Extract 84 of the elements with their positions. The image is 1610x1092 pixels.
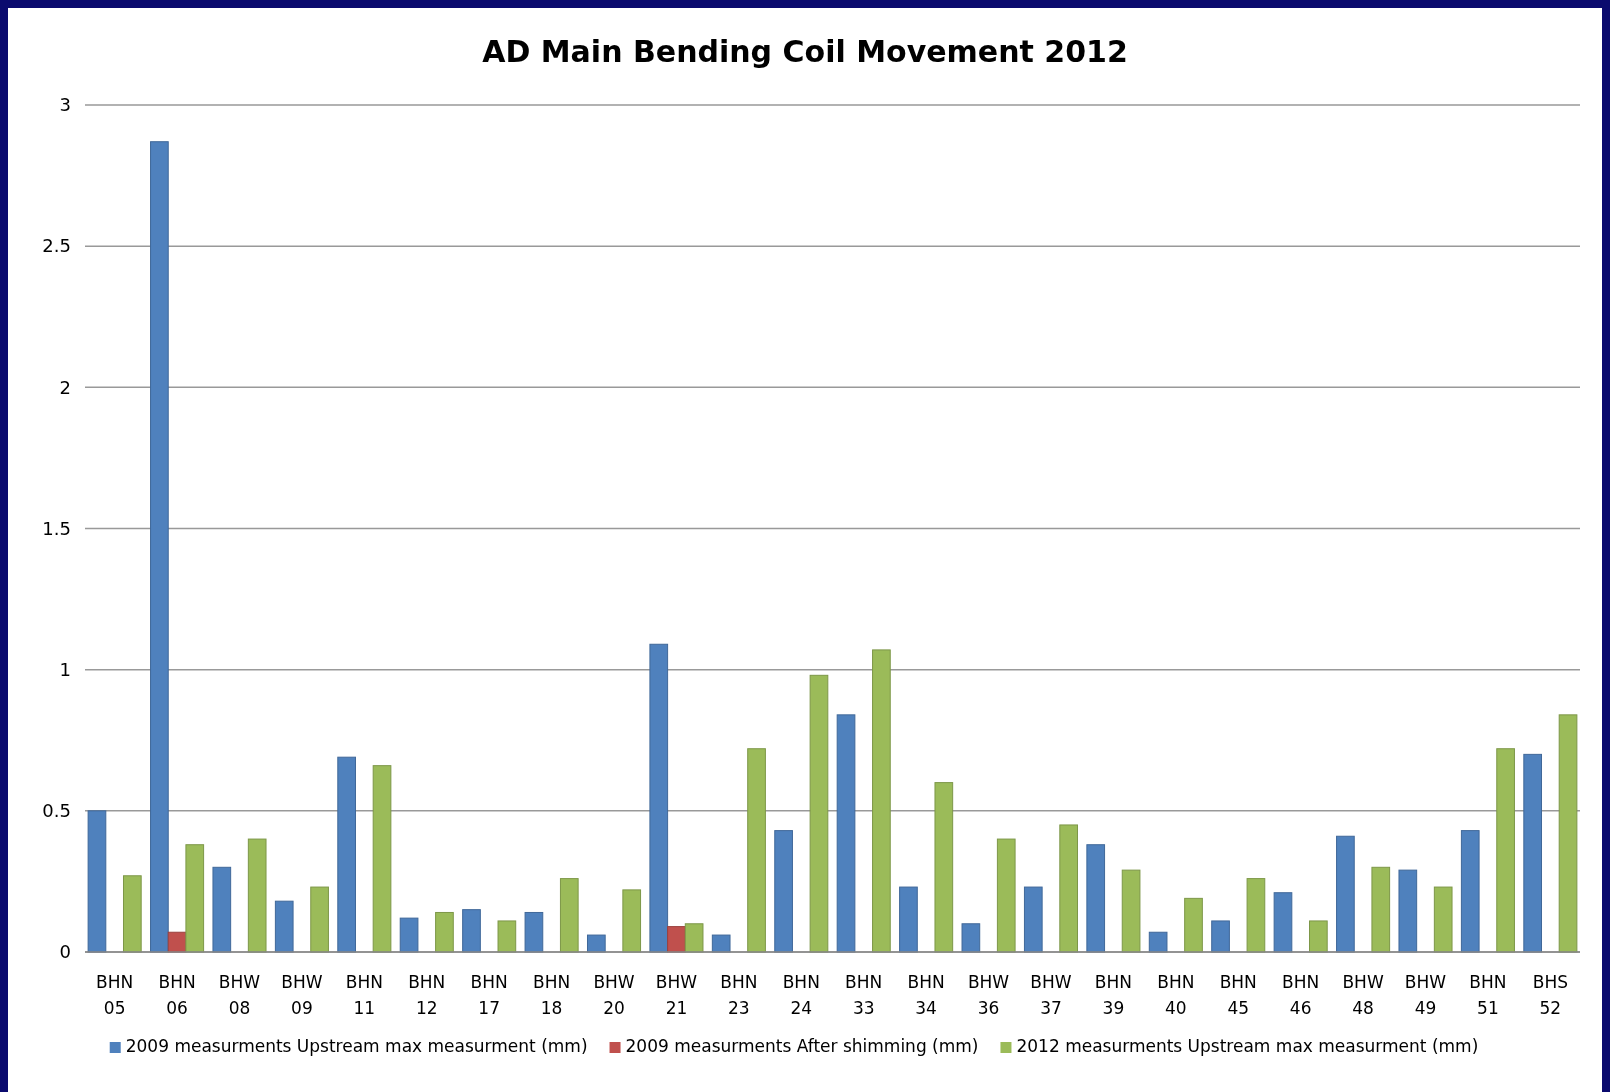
x-tick-label: BHN 24 xyxy=(782,972,820,1018)
bar xyxy=(1309,920,1328,953)
bar xyxy=(1246,878,1266,953)
y-tick-label: 1 xyxy=(59,658,71,680)
bar xyxy=(809,674,829,953)
bar xyxy=(122,875,142,953)
bar xyxy=(462,909,481,953)
bar xyxy=(1023,886,1043,953)
bar xyxy=(1273,892,1293,953)
bar xyxy=(1121,869,1141,953)
y-tick-label: 2.5 xyxy=(42,235,71,257)
y-tick-label: 0.5 xyxy=(42,800,71,822)
x-tick-label: BHN 06 xyxy=(158,972,196,1018)
bar xyxy=(934,782,954,953)
bar xyxy=(497,920,517,953)
bar xyxy=(996,838,1016,953)
bar xyxy=(649,643,669,953)
x-tick-label: BHS 52 xyxy=(1532,972,1568,1018)
bar xyxy=(1336,835,1355,953)
x-tick-label: BHW 36 xyxy=(967,972,1010,1018)
bar xyxy=(212,866,232,953)
bar xyxy=(667,926,686,953)
bar xyxy=(1433,886,1453,953)
bar xyxy=(836,714,856,953)
bar xyxy=(1184,897,1203,953)
x-tick-label: BHW 37 xyxy=(1030,972,1072,1018)
x-tick-label: BHW 21 xyxy=(655,972,698,1018)
x-tick-label: BHW 20 xyxy=(593,972,635,1018)
bar xyxy=(684,923,704,953)
x-tick-label: BHW 09 xyxy=(281,972,323,1018)
bar xyxy=(310,886,329,953)
bar xyxy=(587,934,606,953)
legend-label: 2009 measurments After shimming (mm) xyxy=(625,1036,979,1056)
x-tick-label: BHW 48 xyxy=(1342,972,1384,1018)
bar xyxy=(1148,931,1168,953)
y-tick-label: 1.5 xyxy=(42,517,71,539)
x-tick-label: BHN 33 xyxy=(845,972,883,1018)
x-tick-label: BHN 40 xyxy=(1157,972,1195,1018)
y-tick-label: 2 xyxy=(59,376,71,398)
bar xyxy=(1496,748,1515,953)
bar xyxy=(87,810,107,953)
bar xyxy=(524,911,544,953)
bar xyxy=(1523,753,1543,953)
bar xyxy=(1059,824,1079,953)
bar xyxy=(899,886,918,953)
bar xyxy=(150,141,169,953)
x-tick-label: BHN 23 xyxy=(720,972,758,1018)
chart-title: AD Main Bending Coil Movement 2012 xyxy=(482,34,1128,69)
bar xyxy=(274,900,294,953)
bar xyxy=(961,923,981,953)
y-tick-label: 0 xyxy=(59,941,71,963)
x-tick-label: BHN 11 xyxy=(345,972,383,1018)
x-tick-label: BHW 49 xyxy=(1404,972,1447,1018)
x-tick-label: BHN 12 xyxy=(408,972,446,1018)
x-tick-label: BHN 18 xyxy=(533,972,571,1018)
bar xyxy=(1086,844,1106,953)
bar xyxy=(337,756,356,953)
bar xyxy=(185,844,205,953)
x-tick-label: BHN 51 xyxy=(1469,972,1507,1018)
bar xyxy=(872,649,891,953)
y-tick-label: 3 xyxy=(59,94,71,116)
bar xyxy=(372,765,392,953)
bar xyxy=(1558,714,1578,953)
bar xyxy=(247,838,267,953)
bar xyxy=(435,911,454,953)
bar xyxy=(399,917,419,953)
legend-label: 2009 measurments Upstream max measurment (mm) xyxy=(125,1036,588,1056)
x-tick-label: BHW 08 xyxy=(218,972,261,1018)
bar xyxy=(1211,920,1230,953)
x-tick-label: BHN 39 xyxy=(1094,972,1132,1018)
bar xyxy=(747,748,766,953)
bar xyxy=(774,830,793,953)
bar xyxy=(1460,830,1480,953)
bar xyxy=(622,889,642,953)
bar xyxy=(1371,866,1391,953)
legend-label: 2012 measurments Upstream max measurment (mm) xyxy=(1016,1036,1479,1056)
x-tick-label: BHN 45 xyxy=(1219,972,1257,1018)
x-tick-label: BHN 34 xyxy=(907,972,945,1018)
x-tick-label: BHN 05 xyxy=(96,972,134,1018)
x-tick-label: BHN 46 xyxy=(1282,972,1320,1018)
bar xyxy=(559,878,579,953)
bar xyxy=(711,934,731,953)
bar xyxy=(1398,869,1418,953)
x-tick-label: BHN 17 xyxy=(470,972,508,1018)
